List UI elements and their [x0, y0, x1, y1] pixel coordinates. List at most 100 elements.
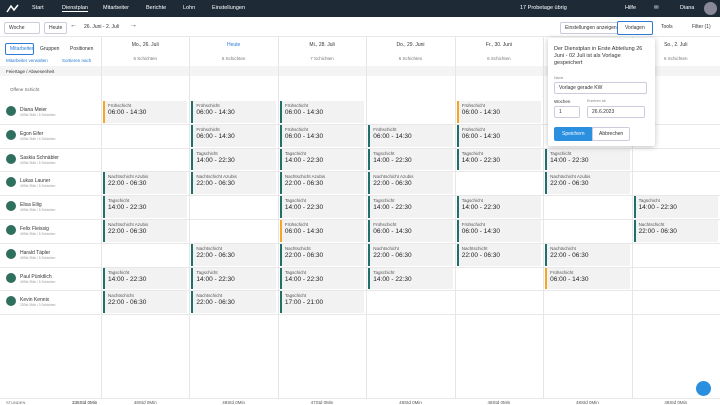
shift-card[interactable]: Tagschicht 14:00 - 22:30	[279, 148, 365, 171]
shift-time: 14:00 - 22:30	[638, 204, 677, 212]
shift-time: 06:00 - 14:30	[284, 132, 324, 140]
cancel-button[interactable]: Abbrechen	[592, 127, 631, 141]
mail-icon[interactable]: ✉	[654, 5, 659, 11]
employee-name[interactable]: Elisa Eilig	[20, 202, 42, 209]
nav-item[interactable]: Start	[32, 5, 44, 11]
shift-card[interactable]: Tagschicht 14:00 - 22:30	[456, 148, 542, 171]
sidebar-tab[interactable]: Positionen	[65, 43, 94, 55]
trial-info[interactable]: 17 Probetage übrig	[520, 5, 567, 11]
nav-item[interactable]: Mitarbeiter	[103, 5, 129, 11]
help-menu[interactable]: Hilfe	[625, 5, 637, 11]
shift-card[interactable]: Nachtschicht 22:00 - 06:30	[103, 291, 188, 314]
shift-time: 14:00 - 22:30	[108, 275, 147, 283]
employee-name[interactable]: Felix Fleissig	[20, 226, 49, 232]
shift-card[interactable]: Frühschicht 06:00 - 14:30	[368, 220, 453, 242]
shift-card[interactable]: Frühschicht 06:00 - 14:30	[545, 267, 630, 290]
shift-time: 14:00 - 22:30	[550, 156, 589, 164]
shift-time: 06:00 - 14:30	[461, 132, 501, 140]
shift-card[interactable]: Tagschicht 14:00 - 22:30	[545, 148, 630, 171]
calendar-range[interactable]: 26. Juni - 2. Juli	[84, 24, 120, 30]
employee-name[interactable]: Egon Eifer	[20, 130, 44, 137]
shift-card[interactable]: Tagschicht 14:00 - 22:30	[368, 148, 453, 171]
shift-card[interactable]: Frühschicht 06:00 - 14:30	[279, 124, 365, 147]
settings-button[interactable]: Einstellungen anzeigen	[560, 22, 622, 34]
shift-card[interactable]: Frühschicht 06:00 - 14:30	[456, 124, 542, 147]
employee-name[interactable]: Paul Pünktlich	[20, 273, 52, 280]
weeks-select[interactable]: 1	[554, 106, 580, 118]
shift-title: Frühschicht	[196, 103, 220, 108]
nav-item[interactable]: Dienstplan	[62, 5, 88, 12]
shift-card[interactable]: Nachtschicht 22:00 - 06:30	[368, 243, 453, 266]
employee-name[interactable]: Lukas Launer	[20, 178, 51, 185]
shift-card[interactable]: Tagschicht 14:00 - 22:30	[368, 267, 453, 290]
shift-title: Frühschicht	[284, 103, 309, 108]
shift-title: Nachtschicht Azubis	[284, 174, 326, 180]
shift-card[interactable]: Tagschicht 17:00 - 21:00	[279, 291, 365, 314]
sort-link[interactable]: Sortieren nach	[62, 58, 92, 63]
shift-card[interactable]: Nachtschicht Azubis 22:00 - 06:30	[103, 172, 188, 195]
employee-name[interactable]: Diana Meier	[20, 107, 47, 113]
shift-card[interactable]: Nachtschicht 22:00 - 06:30	[279, 243, 365, 266]
shift-card[interactable]: Frühschicht 06:00 - 14:30	[279, 220, 365, 242]
shift-card[interactable]: Frühschicht 06:00 - 14:30	[191, 124, 276, 147]
save-button[interactable]: Speichern	[554, 127, 593, 141]
sidebar-tab[interactable]: Mitarbeiter	[5, 43, 34, 55]
nav-item[interactable]: Berichte	[146, 5, 167, 11]
shift-card[interactable]: Frühschicht 06:00 - 14:30	[279, 101, 365, 123]
shift-title: Nachtschicht Azubis	[196, 174, 237, 180]
employee-name[interactable]: Saskia Schnäbler	[20, 154, 59, 161]
date-input[interactable]: 26.6.2023	[587, 106, 645, 118]
employee-avatar	[6, 106, 16, 116]
sidebar-tab[interactable]: Gruppen	[35, 43, 64, 55]
employee-name[interactable]: Kevin Kennix	[20, 297, 50, 304]
shift-card[interactable]: Tagschicht 14:00 - 22:30	[633, 196, 718, 218]
prev-button[interactable]: ←	[70, 22, 77, 29]
templates-button[interactable]: Vorlagen	[617, 21, 653, 35]
shift-card[interactable]: Nachtschicht Azubis 22:00 - 06:30	[545, 172, 630, 195]
manage-link[interactable]: Mitarbeiter verwalten	[6, 58, 48, 63]
shift-card[interactable]: Nachtschicht Azubis 22:00 - 06:30	[368, 172, 453, 195]
employee-avatar	[6, 248, 16, 259]
view-select[interactable]: Woche	[4, 22, 40, 34]
column-divider	[631, 37, 633, 399]
nav-item[interactable]: Einstellungen	[212, 5, 246, 11]
avatar[interactable]	[704, 2, 717, 15]
shift-card[interactable]: Nachtschicht 22:00 - 06:30	[191, 243, 276, 266]
shift-card[interactable]: Tagschicht 14:00 - 22:30	[103, 267, 188, 290]
next-button[interactable]: →	[130, 22, 137, 29]
name-input[interactable]: Vorlage gerade KW	[554, 82, 647, 94]
shift-card[interactable]: Nachtschicht 22:00 - 06:30	[545, 243, 630, 266]
shift-card[interactable]: Nachtschicht 22:00 - 06:30	[456, 243, 542, 266]
fab-button[interactable]	[696, 381, 711, 396]
employee-name[interactable]: Harald Täpler	[20, 249, 51, 256]
employee-info: 40Std 0Min / 5 Schichten	[20, 232, 56, 236]
shift-card[interactable]: Tagschicht 14:00 - 22:30	[279, 267, 365, 290]
shift-card[interactable]: Tagschicht 14:00 - 22:30	[368, 196, 453, 218]
shift-card[interactable]: Frühschicht 06:00 - 14:30	[191, 101, 276, 123]
shift-time: 06:00 - 14:30	[196, 109, 235, 116]
shift-card[interactable]: Frühschicht 06:00 - 14:30	[456, 101, 542, 123]
user-menu[interactable]: Diana	[680, 5, 695, 11]
shift-card[interactable]: Frühschicht 06:00 - 14:30	[103, 101, 188, 123]
shift-card[interactable]: Tagschicht 14:00 - 22:30	[103, 196, 188, 218]
shift-card[interactable]: Nachtschicht Azubis 22:00 - 06:30	[279, 172, 365, 195]
shift-title: Nachtschicht	[108, 293, 134, 299]
shift-card[interactable]: Nachtschicht 22:00 - 06:30	[633, 220, 718, 242]
shift-card[interactable]: Tagschicht 14:00 - 22:30	[191, 148, 276, 171]
shift-card[interactable]: Frühschicht 06:00 - 14:30	[456, 220, 542, 242]
shift-card[interactable]: Tagschicht 14:00 - 22:30	[191, 267, 276, 290]
shift-card[interactable]: Nachtschicht Azubis 22:00 - 06:30	[103, 220, 188, 242]
filter-button[interactable]: Filter (1)	[692, 24, 711, 30]
tools-menu[interactable]: Tools	[661, 24, 673, 30]
shift-card[interactable]: Nachtschicht 22:00 - 06:30	[191, 291, 276, 314]
row-divider	[0, 147, 720, 149]
today-button[interactable]: Heute	[44, 22, 68, 34]
day-label: Mi., 28. Juli	[309, 42, 335, 48]
shift-card[interactable]: Frühschicht 06:00 - 14:30	[368, 124, 453, 147]
shift-card[interactable]: Tagschicht 14:00 - 22:30	[279, 196, 365, 218]
nav-item[interactable]: Lohn	[183, 5, 196, 11]
shift-card[interactable]: Tagschicht 14:00 - 22:30	[456, 196, 542, 218]
shift-card[interactable]: Nachtschicht Azubis 22:00 - 06:30	[191, 172, 276, 195]
shift-title: Frühschicht	[461, 103, 485, 108]
shift-time: 22:00 - 06:30	[373, 251, 412, 259]
